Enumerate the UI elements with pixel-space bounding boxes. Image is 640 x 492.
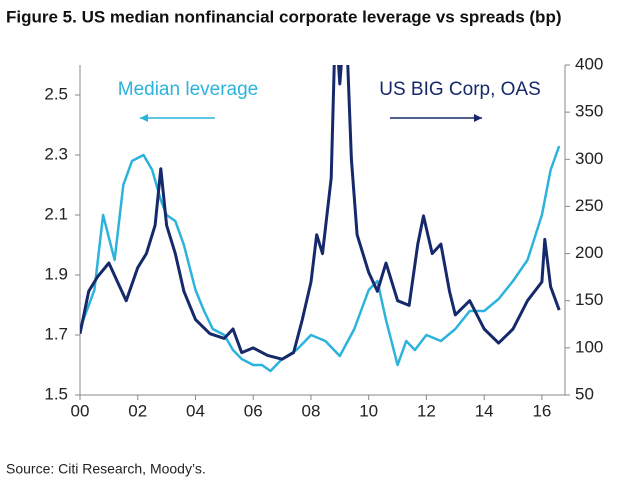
y-tick-label: 2.3 (44, 144, 68, 163)
x-tick-label: 16 (532, 401, 551, 420)
x-tick-label: 08 (301, 401, 320, 420)
y2-tick-label: 150 (575, 290, 603, 309)
source-note: Source: Citi Research, Moody’s. (6, 461, 206, 477)
legend-label: US BIG Corp, OAS (379, 79, 541, 100)
y2-tick-label: 50 (575, 384, 594, 403)
y-tick-label: 1.7 (44, 324, 68, 343)
y2-tick-label: 400 (575, 54, 603, 73)
x-tick-label: 02 (128, 401, 147, 420)
legend-arrowhead (140, 114, 148, 122)
line-series (80, 145, 561, 373)
x-tick-label: 00 (71, 401, 90, 420)
y2-tick-label: 100 (575, 337, 603, 356)
line-series (80, 65, 561, 361)
y-tick-label: 1.5 (44, 384, 68, 403)
y-tick-label: 2.1 (44, 204, 68, 223)
y-tick-label: 1.9 (44, 264, 68, 283)
chart-title: Figure 5. US median nonfinancial corpora… (6, 7, 562, 26)
x-tick-label: 10 (359, 401, 378, 420)
legend-arrowhead (474, 114, 482, 122)
x-tick-label: 06 (244, 401, 263, 420)
y2-tick-label: 300 (575, 149, 603, 168)
x-tick-label: 14 (475, 401, 494, 420)
x-tick-label: 12 (417, 401, 436, 420)
x-tick-label: 04 (186, 401, 205, 420)
y2-tick-label: 350 (575, 102, 603, 121)
legend-label: Median leverage (118, 79, 258, 100)
plot-area (80, 65, 561, 373)
y-tick-label: 2.5 (44, 84, 68, 103)
y2-tick-label: 250 (575, 196, 603, 215)
y2-tick-label: 200 (575, 243, 603, 262)
